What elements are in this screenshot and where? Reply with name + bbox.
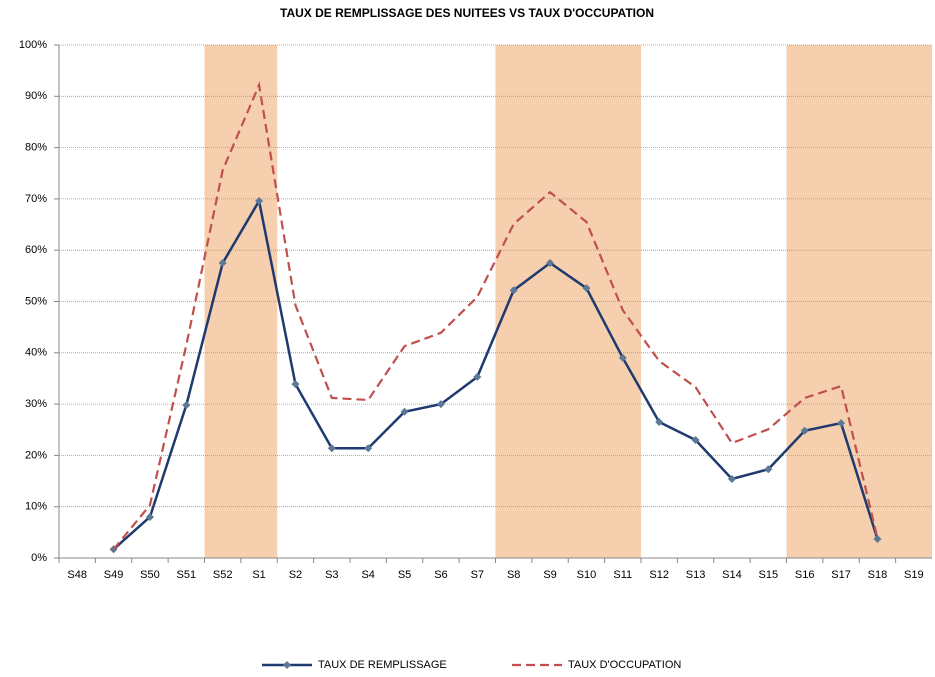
x-tick-label: S9 — [543, 569, 556, 581]
y-tick-label: 90% — [25, 90, 47, 102]
x-tick-label: S14 — [722, 569, 742, 581]
marker — [764, 465, 773, 474]
marker — [255, 196, 264, 205]
x-tick-label: S49 — [104, 569, 124, 581]
x-tick-label: S51 — [177, 569, 197, 581]
marker — [218, 259, 227, 268]
legend-label: TAUX D'OCCUPATION — [568, 659, 681, 671]
legend-label: TAUX DE REMPLISSAGE — [318, 659, 447, 671]
x-tick-label: S12 — [649, 569, 669, 581]
marker — [182, 401, 191, 410]
y-tick-label: 0% — [31, 552, 47, 564]
x-tick-label: S50 — [140, 569, 160, 581]
marker — [327, 444, 336, 453]
marker — [291, 380, 300, 389]
marker — [655, 418, 664, 427]
marker — [546, 259, 555, 268]
marker — [364, 444, 373, 453]
marker — [727, 474, 736, 483]
x-tick-label: S18 — [868, 569, 888, 581]
y-tick-label: 40% — [25, 347, 47, 359]
marker — [509, 286, 518, 295]
marker — [582, 284, 591, 293]
y-tick-label: 100% — [19, 39, 47, 51]
x-tick-label: S48 — [67, 569, 87, 581]
y-tick-label: 60% — [25, 244, 47, 256]
series-line — [112, 81, 879, 550]
x-tick-label: S13 — [686, 569, 706, 581]
x-tick-label: S8 — [507, 569, 520, 581]
x-tick-label: S7 — [471, 569, 484, 581]
x-tick-label: S17 — [831, 569, 851, 581]
x-tick-label: S11 — [613, 569, 632, 581]
y-tick-label: 20% — [25, 449, 47, 461]
x-tick-label: S19 — [904, 569, 924, 581]
chart-title: TAUX DE REMPLISSAGE DES NUITEES VS TAUX … — [280, 6, 654, 20]
x-tick-label: S15 — [759, 569, 779, 581]
marker — [400, 407, 409, 416]
marker — [473, 372, 482, 381]
y-tick-label: 50% — [25, 295, 47, 307]
x-tick-label: S2 — [289, 569, 302, 581]
x-tick-label: S6 — [434, 569, 447, 581]
x-tick-label: S16 — [795, 569, 815, 581]
x-tick-label: S4 — [361, 569, 374, 581]
marker — [873, 535, 882, 544]
marker — [145, 512, 154, 521]
x-tick-label: S3 — [325, 569, 338, 581]
y-tick-label: 80% — [25, 142, 47, 154]
marker — [691, 436, 700, 445]
marker — [618, 353, 627, 362]
x-tick-label: S52 — [213, 569, 233, 581]
y-tick-label: 30% — [25, 398, 47, 410]
marker — [436, 400, 445, 409]
series-line — [112, 197, 879, 551]
x-tick-label: S5 — [398, 569, 411, 581]
y-tick-label: 10% — [25, 501, 47, 513]
y-tick-label: 70% — [25, 193, 47, 205]
x-tick-label: S10 — [577, 569, 597, 581]
marker — [837, 419, 846, 428]
legend-marker — [283, 661, 291, 669]
marker — [800, 426, 809, 435]
x-tick-label: S1 — [252, 569, 265, 581]
